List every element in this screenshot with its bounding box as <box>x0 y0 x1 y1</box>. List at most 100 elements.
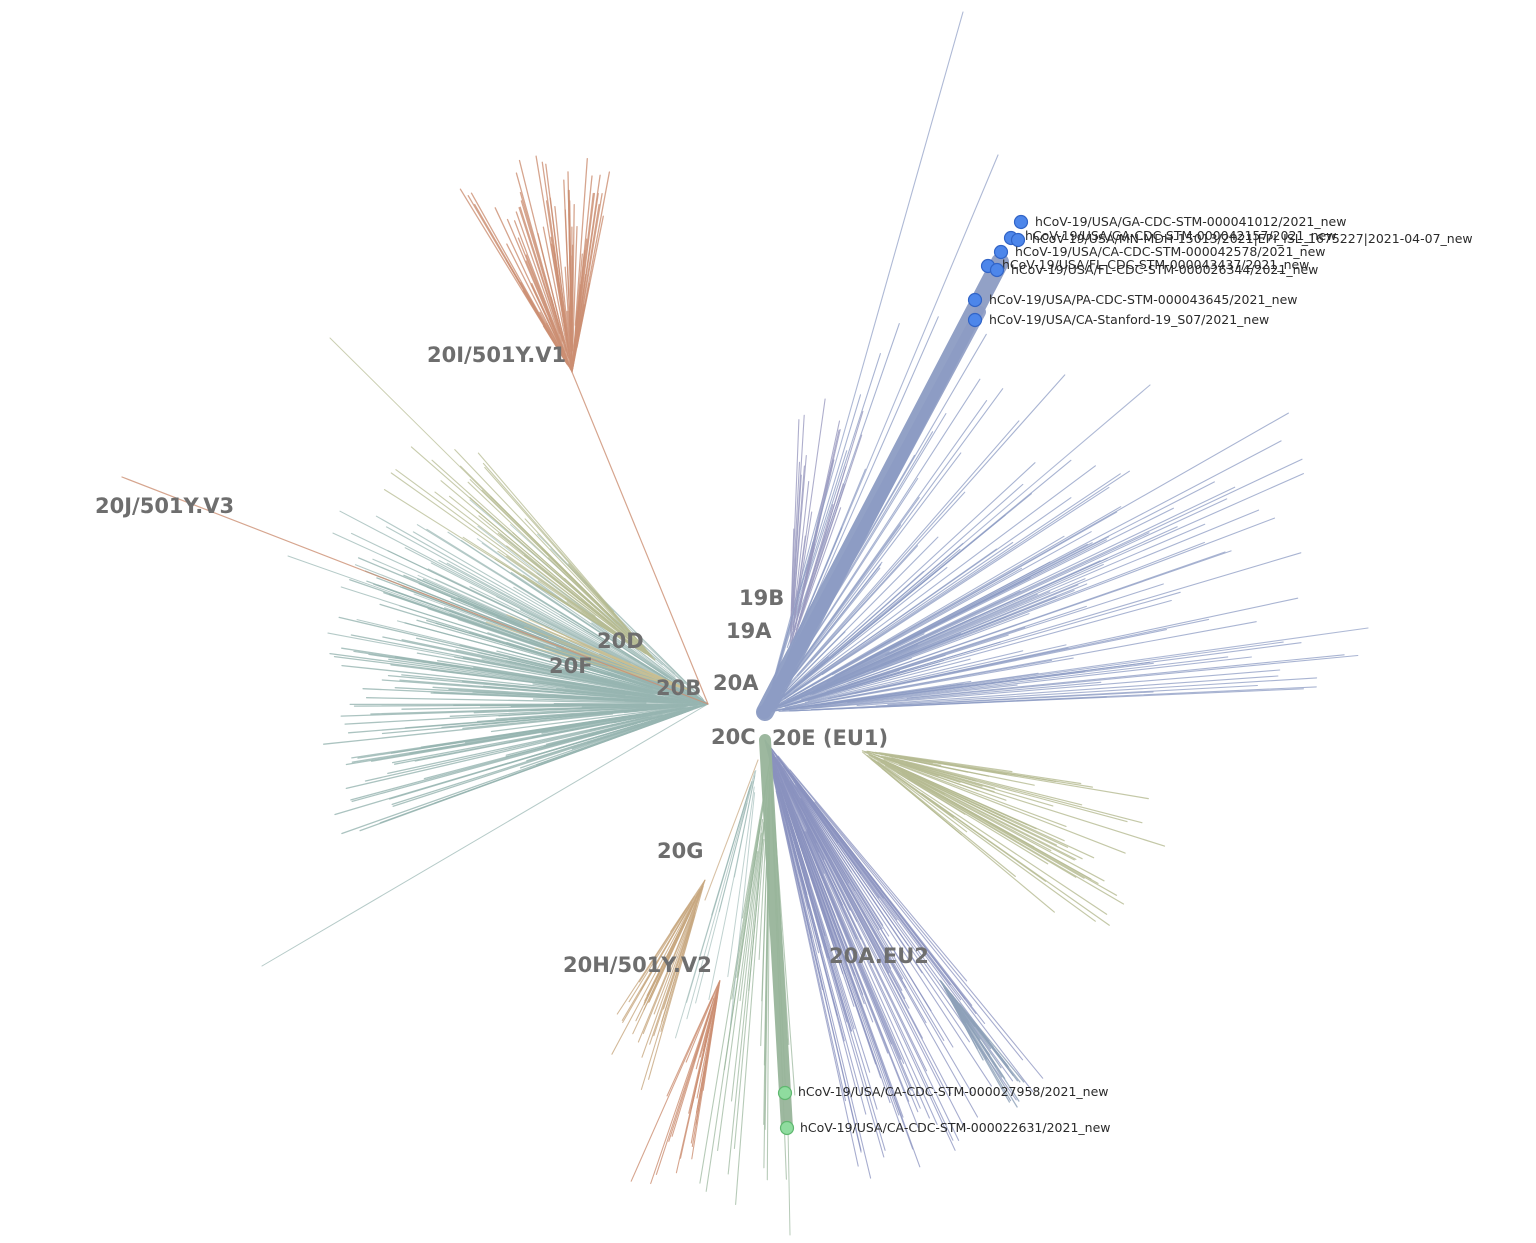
tree-branch <box>571 371 709 705</box>
tree-branch <box>469 496 650 656</box>
tree-branch <box>766 470 1130 712</box>
tree-branch <box>394 687 679 704</box>
tree-branch <box>838 591 1181 692</box>
tree-branch <box>395 469 596 617</box>
tree-branch <box>885 458 1303 656</box>
tree-branch <box>498 647 686 699</box>
tree-branch <box>121 476 709 705</box>
tree-branch <box>566 601 640 650</box>
tip-dot[interactable] <box>1013 214 1029 230</box>
tree-branch <box>798 484 846 625</box>
tree-branch <box>356 619 682 699</box>
tree-branch <box>736 805 764 978</box>
tree-branch <box>528 715 667 758</box>
tree-branch <box>446 562 669 683</box>
tree-branch <box>804 650 1024 703</box>
tree-branch <box>900 770 1077 861</box>
tree-branch <box>329 337 656 661</box>
tip-dot[interactable] <box>993 244 1009 260</box>
clade-label-20a: 20A <box>713 671 759 695</box>
tree-branch <box>339 510 631 664</box>
tree-branch <box>764 11 964 713</box>
tree-branch <box>789 769 968 982</box>
tree-branch <box>862 751 963 836</box>
tree-branch <box>812 654 1345 708</box>
tree-branch <box>717 851 759 1152</box>
tree-branch <box>574 157 588 326</box>
tree-branch <box>583 629 683 689</box>
tree-branch <box>766 744 863 1007</box>
tree-branch <box>784 644 1067 709</box>
tree-branch <box>470 192 552 336</box>
tree-branch <box>741 765 770 919</box>
tip-dot[interactable] <box>989 262 1005 278</box>
tree-branches <box>121 11 1369 1236</box>
tip-label: hCoV-19/USA/CA-Stanford-19_S07/2021_new <box>989 312 1269 327</box>
tree-branch <box>900 760 1128 823</box>
tip-label: hCoV-19/USA/GA-CDC-STM-000041012/2021_ne… <box>1035 214 1346 229</box>
tree-branch <box>727 821 765 1175</box>
tree-branch <box>733 775 756 878</box>
tree-branch <box>347 708 646 734</box>
tree-branch <box>783 684 1018 711</box>
tree-branch <box>412 531 666 680</box>
tree-branch <box>803 570 939 681</box>
tip-dot[interactable] <box>777 1085 793 1101</box>
tree-branch <box>767 746 798 833</box>
tree-branch <box>477 452 615 613</box>
clade-label-20a-eu2: 20A.EU2 <box>829 944 929 968</box>
tree-branch <box>921 792 1110 926</box>
tip-dot[interactable] <box>967 312 983 328</box>
tree-branch <box>375 515 702 701</box>
tree-branch <box>730 792 756 1026</box>
tree-branch <box>370 717 627 762</box>
tip-dot[interactable] <box>779 1120 795 1136</box>
tip-label: hCoV-19/USA/CA-CDC-STM-000042578/2021_ne… <box>1015 244 1325 259</box>
tree-branch <box>883 757 979 792</box>
tree-branch <box>766 794 771 1181</box>
clade-label-20g: 20G <box>657 839 703 863</box>
tree-branch <box>711 786 751 916</box>
tree-branch <box>777 763 892 969</box>
tree-branch <box>793 481 810 616</box>
tree-branch <box>426 619 649 687</box>
tree-branch <box>882 759 1065 842</box>
tree-branch <box>889 757 1143 824</box>
tree-branch <box>821 486 1110 676</box>
tree-branch <box>771 626 1026 711</box>
tree-branch <box>537 232 573 372</box>
tree-branch <box>556 688 701 704</box>
tree-branch <box>813 473 1304 691</box>
tree-branch <box>628 898 694 1003</box>
tree-branch <box>784 473 1121 700</box>
tree-branch <box>775 656 1229 712</box>
tree-branch <box>900 771 1105 882</box>
tree-branch <box>899 764 1067 828</box>
clade-label-19b: 19B <box>739 586 784 610</box>
tree-branch <box>532 698 707 705</box>
tree-branch <box>473 666 707 705</box>
tree-branch <box>765 741 905 1064</box>
tree-branch <box>783 567 948 698</box>
tree-branch <box>798 504 834 619</box>
tree-branch <box>401 704 650 710</box>
tree-branch <box>691 1005 717 1148</box>
tree-branch <box>808 548 961 676</box>
tree-branch <box>770 462 1036 707</box>
tree-branch <box>385 526 669 683</box>
tree-branch <box>545 322 572 371</box>
tree-branch <box>548 318 571 368</box>
tree-branch <box>686 771 756 1020</box>
tree-branch <box>497 532 645 652</box>
tree-branch <box>576 215 604 349</box>
tree-branch <box>535 155 571 360</box>
tree-branch <box>790 465 805 637</box>
tip-dot[interactable] <box>1010 232 1026 248</box>
tree-branch <box>702 992 718 1052</box>
tree-branch <box>771 793 786 1086</box>
tip-dot[interactable] <box>967 292 983 308</box>
tree-branch <box>786 629 1167 709</box>
tree-branch <box>739 818 764 1002</box>
highlighted-tips: hCoV-19/USA/GA-CDC-STM-000041012/2021_ne… <box>777 214 1473 1136</box>
